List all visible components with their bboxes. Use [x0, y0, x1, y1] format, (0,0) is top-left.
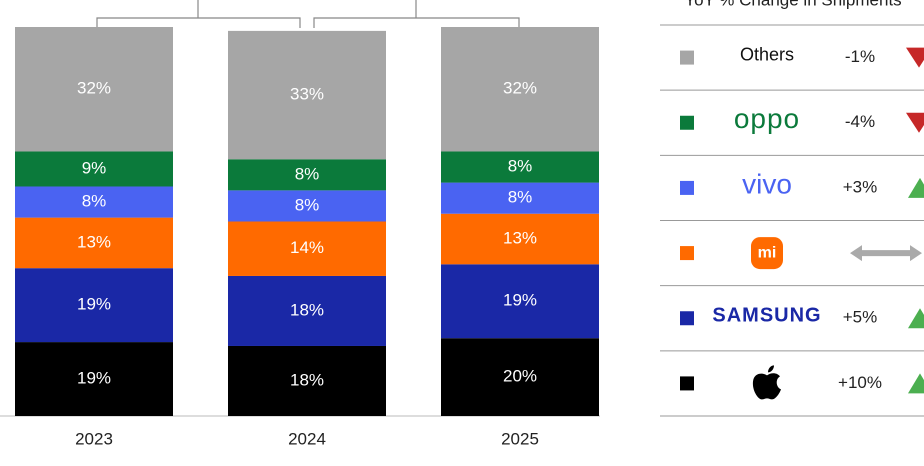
data-label: 20% — [503, 367, 537, 386]
brackets — [96, 0, 520, 28]
bar-segment — [441, 213, 599, 265]
data-label: 8% — [295, 195, 320, 214]
bracket — [313, 0, 520, 28]
legend-title: YoY % Change in Shipments — [684, 0, 901, 9]
bar-segment — [228, 221, 386, 276]
bar-segment — [228, 159, 386, 191]
yoy-arrow — [908, 308, 924, 329]
legend-swatch — [680, 180, 694, 195]
data-label: 8% — [508, 188, 533, 207]
data-label: 8% — [508, 157, 533, 176]
legend-swatch — [680, 311, 694, 326]
bar-segment — [441, 264, 599, 339]
data-label: 19% — [77, 369, 111, 388]
yoy-label: -4% — [845, 112, 875, 131]
legend-label: SAMSUNG — [712, 305, 821, 327]
data-label: 32% — [503, 79, 537, 98]
legend-swatch — [680, 50, 694, 65]
bar-segment — [15, 268, 173, 343]
data-label: 18% — [290, 300, 324, 319]
bar-segment — [15, 186, 173, 218]
x-tick-label: 2023 — [75, 429, 113, 448]
yoy-label: +5% — [843, 308, 878, 327]
data-label: 8% — [295, 164, 320, 183]
bar-segment — [228, 190, 386, 222]
legend-logo — [752, 365, 781, 400]
bar-segment — [15, 151, 173, 187]
data-label: 13% — [77, 232, 111, 251]
bar-segment — [15, 27, 173, 152]
data-label: 8% — [82, 192, 107, 211]
legend-label: oppo — [734, 103, 800, 134]
yoy-arrow — [906, 47, 924, 68]
data-label: 18% — [290, 370, 324, 389]
data-label: 32% — [77, 79, 111, 98]
bar-segment — [15, 342, 173, 416]
x-tick-label: 2025 — [501, 429, 539, 448]
data-label: 19% — [77, 295, 111, 314]
data-label: 9% — [82, 158, 107, 177]
bar-segment — [228, 275, 386, 346]
data-label: 13% — [503, 228, 537, 247]
bar-segment — [228, 345, 386, 416]
data-label: 14% — [290, 238, 324, 257]
bar-segment — [441, 182, 599, 214]
legend-label: vivo — [742, 168, 792, 199]
x-tick-label: 2024 — [288, 429, 326, 448]
data-label: 33% — [290, 85, 324, 104]
bar-segment — [228, 30, 386, 160]
yoy-arrow — [908, 177, 924, 198]
bar-segment — [441, 151, 599, 183]
yoy-arrow — [850, 245, 922, 262]
yoy-label: -1% — [845, 47, 875, 66]
legend-label: mi — [758, 244, 777, 261]
legend-label: Others — [740, 44, 794, 64]
legend-logo — [751, 237, 783, 270]
legend-swatch — [680, 376, 694, 391]
data-label: 19% — [503, 291, 537, 310]
yoy-arrow — [908, 373, 924, 394]
bar-segment — [441, 338, 599, 416]
yoy-label: +10% — [838, 373, 882, 392]
yoy-label: +3% — [843, 177, 878, 196]
bar-segment — [15, 217, 173, 269]
legend-swatch — [680, 115, 694, 130]
bracket — [96, 0, 301, 28]
yoy-arrow — [906, 112, 924, 133]
legend-swatch — [680, 246, 694, 261]
bar-segment — [441, 27, 599, 152]
